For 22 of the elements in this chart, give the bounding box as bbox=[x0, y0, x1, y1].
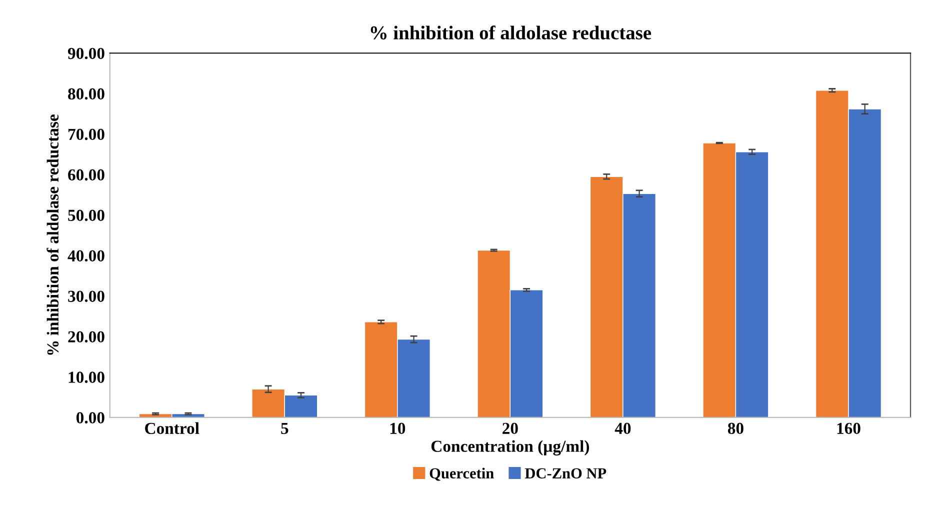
chart-title: % inhibition of aldolase reductase bbox=[370, 26, 652, 40]
legend-label: DC-ZnO NP bbox=[524, 468, 606, 478]
x-tick-label: 40 bbox=[614, 422, 631, 434]
x-tick-label: 160 bbox=[837, 422, 860, 434]
x-tick-label: 20 bbox=[502, 422, 518, 434]
y-tick-label: 80.00 bbox=[68, 88, 104, 100]
legend-label: Quercetin bbox=[430, 468, 494, 481]
x-tick-label: Control bbox=[145, 422, 200, 434]
y-tick-label: 90.00 bbox=[68, 48, 104, 60]
y-tick-label: 60.00 bbox=[68, 169, 104, 181]
y-tick-label: 0.00 bbox=[76, 412, 104, 424]
x-tick-label: 80 bbox=[728, 422, 744, 434]
x-tick-label: 10 bbox=[390, 422, 406, 434]
y-tick-label: 20.00 bbox=[68, 331, 104, 343]
y-axis-title: % inhibition of aldolase reductase bbox=[46, 114, 59, 355]
y-tick-label: 30.00 bbox=[68, 290, 104, 302]
y-tick-label: 50.00 bbox=[68, 210, 104, 222]
x-tick-label: 5 bbox=[281, 422, 288, 434]
y-tick-label: 40.00 bbox=[68, 250, 104, 262]
y-tick-label: 70.00 bbox=[68, 128, 104, 140]
x-axis-title: Concentration (µg/ml) bbox=[431, 440, 590, 456]
y-tick-label: 10.00 bbox=[68, 372, 104, 383]
